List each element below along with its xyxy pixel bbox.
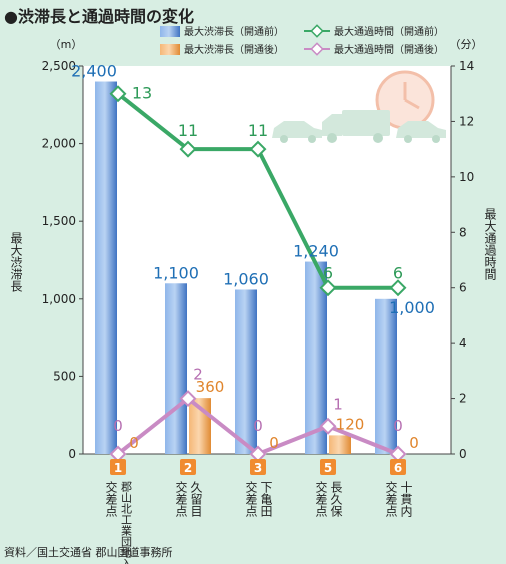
left-tick-label: 1,000 [42,292,76,306]
left-tick-label: 0 [68,447,76,461]
left-axis-unit: （m） [50,38,83,51]
category-name: 下亀田 [259,481,273,517]
bar-value-label: 0 [409,434,419,452]
bar-after [329,435,351,454]
category-number-badge [110,459,126,475]
bar-before [235,289,257,454]
bar-value-label: 0 [269,434,279,452]
category-number: 3 [254,461,262,475]
bar-value-label: 1,100 [153,263,199,282]
left-axis-title: 最大渋滞長 [9,232,23,292]
legend-label: 最大通過時間（開通後） [334,43,444,56]
left-tick-label: 500 [53,369,76,383]
bars-group [95,81,397,455]
category-name: 長久保 [329,481,343,517]
traffic-illustration [272,70,446,143]
line-value-label: 2 [193,366,203,384]
right-tick-label: 2 [459,392,467,406]
legend: 最大渋滞長（開通前） 最大渋滞長（開通後） 最大通過時間（開通前） 最大通過時間… [160,24,444,56]
line-value-label: 11 [248,121,268,140]
truck-icon [322,110,390,143]
category-number-badge [390,459,406,475]
legend-label: 最大通過時間（開通前） [334,25,444,38]
category-number-badge [250,459,266,475]
point-after [109,445,127,463]
point-after [319,417,337,435]
bar-value-label: 0 [129,434,139,452]
right-tick-label: 14 [459,59,474,73]
line-value-label: 0 [253,417,263,435]
category-number-badge [320,459,336,475]
point-before [179,140,197,158]
left-tick-label: 1,500 [42,214,76,228]
right-axis-unit: （分） [450,38,483,51]
left-axis-ticks: 0 500 1,000 1,500 2,000 2,500 [42,59,83,461]
right-tick-label: 12 [459,114,474,128]
car-icon [272,121,322,143]
legend-swatch-bar-after [160,44,180,55]
bar-before [375,298,397,454]
point-before [319,279,337,297]
line-value-label: 0 [113,417,123,435]
category-number: 5 [324,461,332,475]
bar-value-label: 1,240 [293,242,339,261]
left-tick-label: 2,000 [42,137,76,151]
left-tick-label: 2,500 [42,59,76,73]
category-number: 6 [394,461,402,475]
category-name: 久留目 [189,481,203,517]
point-after [389,445,407,463]
line-value-label: 6 [393,264,403,283]
bar-value-label: 2,400 [71,62,117,81]
point-before [109,85,127,103]
category-name: 十貫内 [399,481,413,517]
point-before [249,140,267,158]
bar-value-label: 1,060 [223,269,269,288]
chart-title: ●渋滞長と通過時間の変化 [4,7,194,26]
right-axis-title: 最大通過時間 [483,208,497,280]
category-suffix: 交差点 [314,480,328,517]
category-number: 1 [114,461,122,475]
bar-value-label: 120 [336,415,365,433]
legend-swatch-bar-before [160,26,180,37]
bar-before [305,261,327,454]
point-before [389,279,407,297]
bar-before [95,81,117,455]
category-suffix: 交差点 [174,480,188,517]
category-name: 郡山北工業団地入口 [120,481,133,564]
legend-label: 最大渋滞長（開通後） [184,43,284,56]
right-tick-label: 6 [459,281,467,295]
category-number-badge [180,459,196,475]
category-suffix: 交差点 [244,480,258,517]
bar-before [165,283,187,454]
lines-group [109,85,407,463]
right-tick-label: 10 [459,170,474,184]
bar-value-label: 360 [196,378,225,396]
right-tick-label: 8 [459,225,467,239]
bar-value-label: 1,000 [389,298,435,317]
right-axis-ticks: 0 2 4 6 8 10 12 14 [451,59,474,461]
point-after [179,390,197,408]
line-value-label: 11 [178,121,198,140]
category-number: 2 [184,461,192,475]
car-icon [396,121,446,143]
line-value-label: 0 [393,417,403,435]
right-tick-label: 4 [459,336,467,350]
right-tick-label: 0 [459,447,467,461]
line-value-label: 1 [333,395,343,413]
line-value-label: 13 [132,84,152,103]
category-suffix: 交差点 [384,480,398,517]
source-note: 資料／国土交通省 郡山国道事務所 [4,546,173,559]
legend-label: 最大渋滞長（開通前） [184,25,284,38]
line-value-label: 6 [323,264,333,283]
category-suffix: 交差点 [104,480,118,517]
point-after [249,445,267,463]
